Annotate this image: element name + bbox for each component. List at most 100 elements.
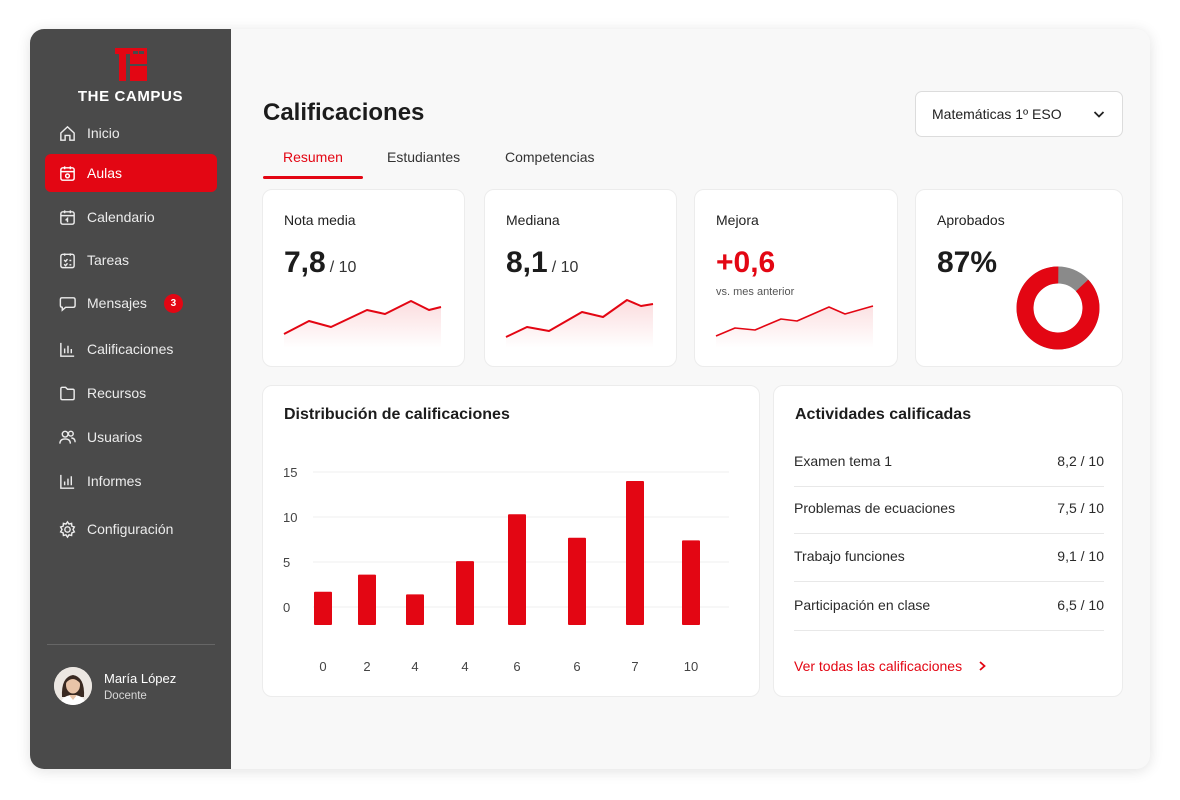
sidebar-item-tareas[interactable]: Tareas [45, 241, 217, 279]
x-tick-label: 4 [461, 659, 468, 674]
sparkline [715, 305, 874, 348]
sidebar-item-recursos[interactable]: Recursos [45, 374, 217, 412]
sidebar-item-label: Inicio [87, 125, 120, 141]
course-select[interactable]: Matemáticas 1º ESO [915, 91, 1123, 137]
kpi-value: 87% [937, 246, 998, 279]
sidebar-item-label: Aulas [87, 165, 123, 181]
users-icon [57, 427, 77, 447]
sidebar-item-inicio[interactable]: Inicio [45, 114, 217, 152]
brand-name: THE CAMPUS [77, 88, 184, 105]
activity-name: Trabajo funciones [794, 548, 905, 564]
x-tick-label: 4 [411, 659, 418, 674]
chart-title: Distribución de calificaciones [284, 406, 510, 423]
list-item[interactable]: Problemas de ecuaciones 7,5 / 10 [794, 486, 1104, 534]
tab-resumen[interactable]: Resumen [283, 145, 343, 179]
list-item[interactable]: Participación en clase 6,5 / 10 [794, 583, 1104, 631]
kpi-subtitle: vs. mes anterior [716, 286, 795, 298]
bar-chart-icon [57, 339, 77, 359]
user-profile[interactable]: María López Docente [54, 667, 176, 705]
activity-name: Problemas de ecuaciones [794, 500, 956, 516]
kpi-value: 8,1/ 10 [506, 246, 578, 280]
activity-score: 6,5 / 10 [1057, 597, 1104, 613]
kpi-label: Mejora [716, 212, 759, 228]
bar[interactable] [314, 591, 332, 625]
sidebar-item-label: Usuarios [87, 429, 143, 445]
kpi-label: Nota media [284, 212, 356, 228]
view-all-label: Ver todas las calificaciones [794, 658, 963, 674]
message-icon [57, 293, 77, 313]
distribution-chart: 0 5 10 15 0 2 4 4 6 6 7 10 [283, 465, 729, 674]
page-title: Calificaciones [263, 99, 425, 126]
bar[interactable] [406, 594, 424, 625]
view-all-grades-link[interactable]: Ver todas las calificaciones [794, 658, 988, 674]
tab-label: Estudiantes [387, 149, 461, 165]
bar[interactable] [682, 540, 700, 625]
sidebar-item-label: Mensajes [87, 295, 147, 311]
activity-name: Participación en clase [794, 597, 931, 613]
chevron-down-icon [1093, 111, 1105, 118]
y-tick-label: 10 [283, 510, 297, 525]
tab-label: Resumen [283, 149, 343, 165]
kpi-card-aprobados: Aprobados 87% [915, 189, 1123, 367]
sidebar-item-configuracion[interactable]: Configuración [45, 510, 217, 548]
sidebar-item-label: Tareas [87, 252, 130, 268]
sparkline [505, 299, 654, 348]
calendar-icon [57, 207, 77, 227]
brand-logo[interactable]: THE CAMPUS [30, 47, 231, 105]
avatar [54, 667, 92, 705]
bar[interactable] [508, 514, 526, 625]
home-icon [57, 123, 77, 143]
activities-card: Actividades calificadas Examen tema 1 8,… [773, 385, 1123, 697]
bar[interactable] [456, 561, 474, 625]
course-select-value: Matemáticas 1º ESO [932, 106, 1062, 122]
tab-estudiantes[interactable]: Estudiantes [387, 145, 460, 179]
sidebar-item-informes[interactable]: Informes [45, 462, 217, 500]
kpi-card-nota-media: Nota media 7,8/ 10 [262, 189, 465, 367]
kpi-value: 7,8/ 10 [284, 246, 356, 280]
tab-bar: Resumen Estudiantes Competencias [263, 145, 663, 179]
kpi-card-mediana: Mediana 8,1/ 10 [484, 189, 677, 367]
main-content: Calificaciones Matemáticas 1º ESO Resume… [231, 29, 1150, 769]
y-tick-label: 15 [283, 465, 297, 480]
kpi-number: 8,1 [506, 246, 548, 279]
sidebar-item-mensajes[interactable]: Mensajes 3 [45, 284, 217, 322]
list-item[interactable]: Trabajo funciones 9,1 / 10 [794, 534, 1104, 582]
tab-label: Competencias [505, 149, 595, 165]
classroom-calendar-icon [57, 163, 77, 183]
sidebar-divider [47, 644, 215, 645]
x-tick-label: 10 [684, 659, 698, 674]
kpi-label: Mediana [506, 212, 560, 228]
y-tick-label: 5 [283, 555, 290, 570]
unread-badge: 3 [163, 293, 183, 313]
activity-score: 8,2 / 10 [1057, 453, 1104, 469]
kpi-unit: / 10 [551, 259, 579, 276]
kpi-card-mejora: Mejora +0,6 vs. mes anterior [694, 189, 898, 367]
sidebar-item-calificaciones[interactable]: Calificaciones [45, 330, 217, 368]
kpi-value: +0,6 [716, 246, 776, 279]
active-tab-indicator [263, 176, 363, 179]
sidebar-item-label: Calendario [87, 209, 155, 225]
activity-score: 9,1 / 10 [1057, 548, 1104, 564]
x-tick-label: 2 [363, 659, 370, 674]
bar[interactable] [358, 574, 376, 625]
bar[interactable] [626, 481, 644, 625]
kpi-label: Aprobados [937, 212, 1005, 228]
sidebar-item-label: Calificaciones [87, 341, 174, 357]
x-tick-label: 6 [573, 659, 580, 674]
sidebar-item-label: Configuración [87, 521, 174, 537]
x-tick-label: 6 [513, 659, 520, 674]
y-tick-label: 0 [283, 600, 290, 615]
list-item[interactable]: Examen tema 1 8,2 / 10 [794, 439, 1104, 487]
donut-approved-segment [1016, 266, 1100, 350]
sidebar-item-aulas[interactable]: Aulas [45, 154, 217, 192]
distribution-chart-card: Distribución de calificaciones 0 5 10 15 0 2 4… [262, 385, 760, 697]
activity-score: 7,5 / 10 [1057, 500, 1104, 516]
folder-icon [57, 383, 77, 403]
sidebar-item-usuarios[interactable]: Usuarios [45, 418, 217, 456]
sidebar-item-calendario[interactable]: Calendario [45, 198, 217, 236]
sidebar-item-label: Informes [87, 473, 142, 489]
approval-donut [1016, 266, 1100, 350]
tab-competencias[interactable]: Competencias [505, 145, 595, 179]
the-campus-logo [114, 48, 147, 81]
bar[interactable] [568, 537, 586, 625]
